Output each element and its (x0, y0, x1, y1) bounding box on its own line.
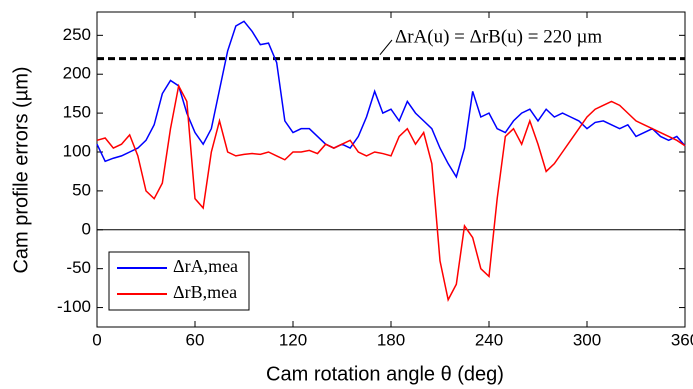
data-line (96, 20, 686, 179)
y-tick-label: 0 (82, 219, 91, 238)
x-tick-label: 300 (573, 330, 601, 349)
y-tick-label: 100 (63, 141, 91, 160)
x-tick-label: 240 (475, 330, 503, 349)
annotation: ΔrA(u) = ΔrB(u) = 220 µm (395, 26, 602, 47)
y-tick-label: -50 (66, 258, 91, 277)
y-tick-label: 250 (63, 25, 91, 44)
data-line (96, 83, 686, 302)
legend (108, 251, 250, 311)
y-tick-label: 50 (72, 180, 91, 199)
x-tick-label: 360 (671, 330, 693, 349)
x-tick-label: 0 (92, 330, 101, 349)
legend-label: ΔrB,mea (173, 282, 237, 302)
x-tick-label: 180 (377, 330, 405, 349)
y-tick-label: -100 (57, 297, 91, 316)
x-tick-label: 120 (279, 330, 307, 349)
legend-label: ΔrA,mea (173, 256, 238, 276)
y-tick-label: 150 (63, 103, 91, 122)
annotation-arrow (379, 39, 393, 55)
x-tick-label: 60 (186, 330, 205, 349)
x-axis-label: Cam rotation angle θ (deg) (266, 363, 504, 385)
y-tick-label: 200 (63, 64, 91, 83)
y-axis-label: Cam profile errors (µm) (10, 66, 32, 273)
